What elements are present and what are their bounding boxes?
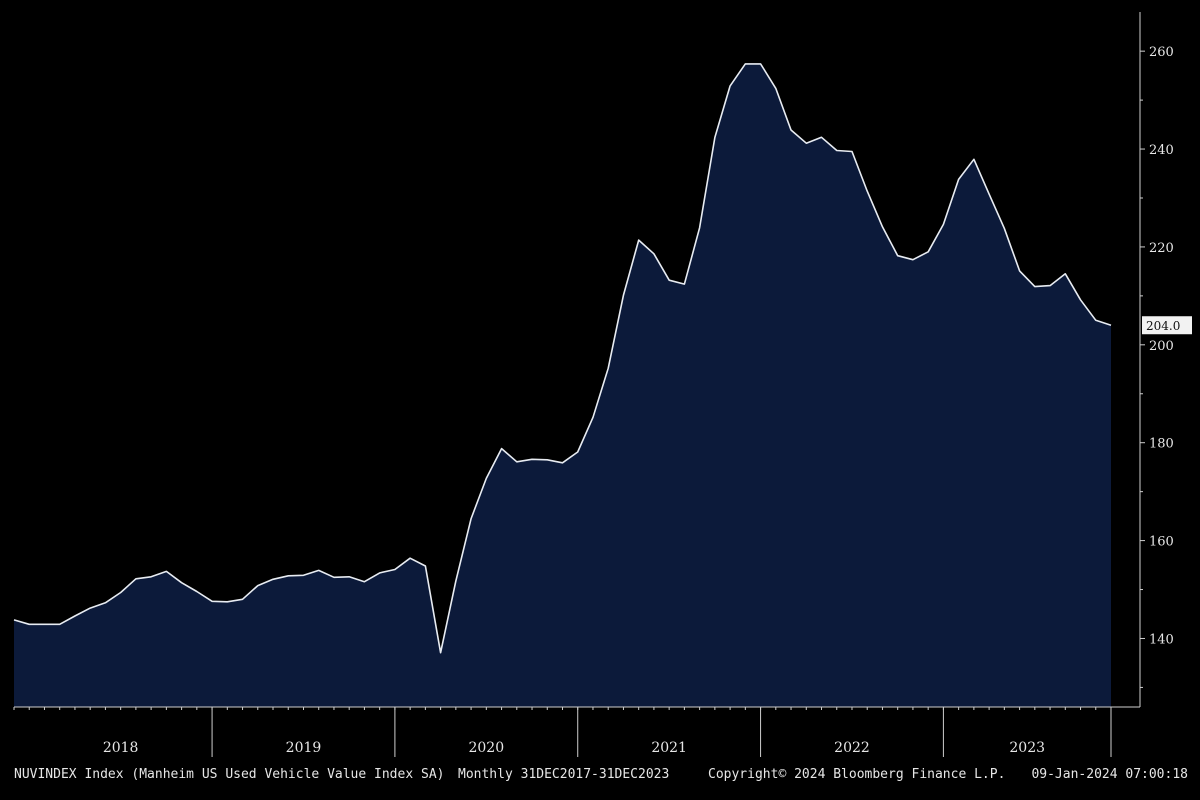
year-label: 2022 [834, 740, 870, 756]
y-tick-label: 180 [1149, 437, 1174, 452]
y-tick-label: 160 [1149, 535, 1174, 550]
year-label: 2018 [103, 740, 139, 756]
y-tick-label: 220 [1149, 241, 1174, 256]
last-value-box [1142, 316, 1192, 335]
footer-copyright: Copyright© 2024 Bloomberg Finance L.P. [708, 767, 1005, 782]
axes: 140 160 180 200 220 240 260 204.0 2018 2019 2020 20… [13, 12, 1192, 757]
y-tick-label: 200 [1149, 339, 1174, 354]
last-value-label: 204.0 [1146, 319, 1180, 333]
year-label: 2023 [1009, 740, 1045, 756]
plot-area [13, 63, 1112, 707]
footer-description: NUVINDEX Index (Manheim US Used Vehicle … [14, 767, 444, 782]
footer-timestamp: 09-Jan-2024 07:00:18 [1031, 767, 1188, 782]
y-tick-label: 140 [1149, 632, 1174, 647]
series-area [14, 63, 1111, 707]
footer-range: Monthly 31DEC2017-31DEC2023 [458, 767, 669, 782]
year-label: 2021 [651, 740, 687, 756]
series-line [13, 63, 1112, 654]
year-label: 2019 [286, 740, 322, 756]
y-tick-label: 260 [1149, 45, 1174, 60]
y-tick-label: 240 [1149, 143, 1174, 158]
year-label: 2020 [468, 740, 504, 756]
footer: NUVINDEX Index (Manheim US Used Vehicle … [14, 767, 1188, 782]
